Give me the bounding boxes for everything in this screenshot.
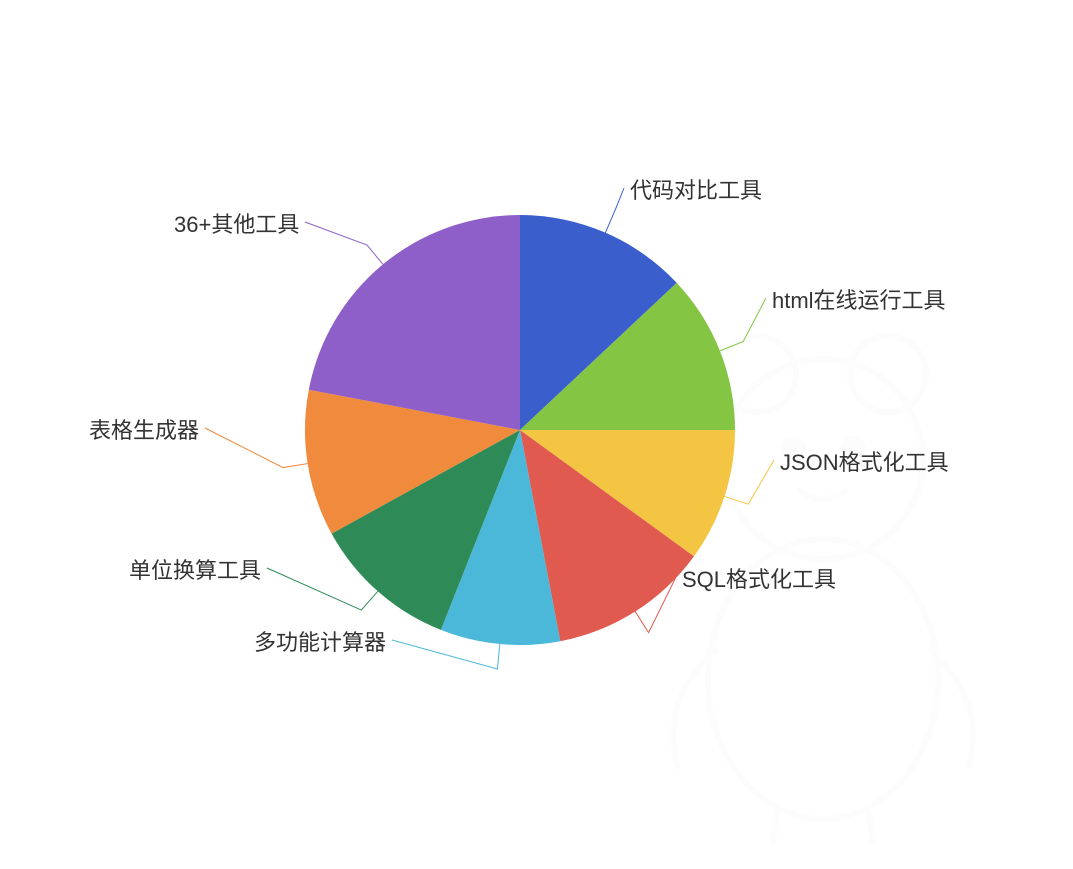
slice-label: SQL格式化工具 bbox=[682, 562, 836, 594]
leader-line bbox=[205, 428, 308, 468]
leader-line bbox=[605, 188, 624, 233]
leader-line bbox=[305, 222, 383, 264]
slice-label: JSON格式化工具 bbox=[780, 445, 949, 477]
slice-label: 36+其他工具 bbox=[174, 207, 299, 239]
slice-label: 单位换算工具 bbox=[129, 553, 261, 585]
leader-line bbox=[720, 298, 766, 351]
slice-label: 代码对比工具 bbox=[630, 173, 762, 205]
slice-label: 多功能计算器 bbox=[254, 625, 386, 657]
leader-line bbox=[392, 640, 500, 669]
slice-label: html在线运行工具 bbox=[772, 283, 946, 315]
slice-label: 表格生成器 bbox=[89, 413, 199, 445]
pie-chart-container: 代码对比工具 html在线运行工具 JSON格式化工具 SQL格式化工具多功能计算器 单… bbox=[0, 0, 1073, 869]
leader-line bbox=[724, 460, 774, 504]
